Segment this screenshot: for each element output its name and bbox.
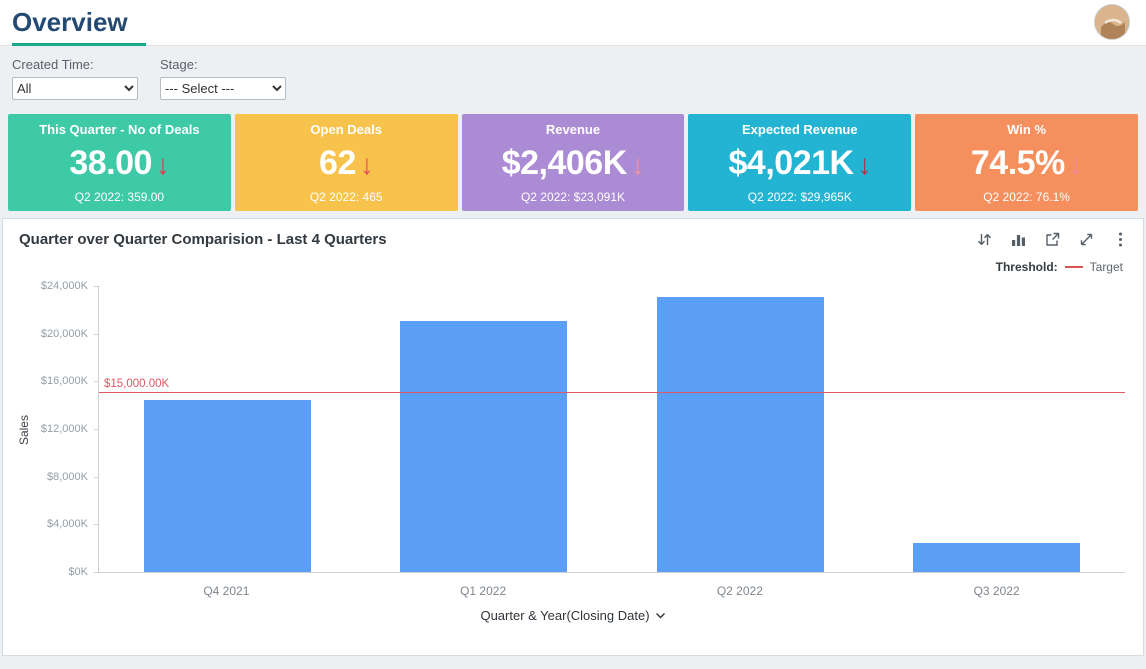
kpi-value: 62 ↓ bbox=[319, 143, 374, 182]
sort-icon[interactable] bbox=[976, 231, 993, 248]
kpi-card-deals[interactable]: This Quarter - No of Deals 38.00 ↓ Q2 202… bbox=[8, 114, 231, 211]
bar-chart: Sales $0K $4,000K $8,000K $12,000K $16,000K $… bbox=[3, 276, 1143, 606]
y-tick-label: $16,000K bbox=[40, 375, 88, 388]
plot-area: $0K $4,000K $8,000K $12,000K $16,000K $20,000… bbox=[41, 280, 1125, 578]
kpi-card-win-percent[interactable]: Win % 74.5% ↓ Q2 2022: 76.1% bbox=[915, 114, 1138, 211]
bar-q3-2022[interactable] bbox=[913, 543, 1081, 572]
chart-toolbar bbox=[976, 231, 1129, 248]
x-axis-label: Q3 2022 bbox=[973, 584, 1020, 598]
x-axis-label: Q1 2022 bbox=[460, 584, 507, 598]
bar-slot bbox=[612, 286, 869, 572]
chart-title: Quarter over Quarter Comparision - Last … bbox=[19, 231, 387, 248]
x-axis-labels: Q4 2021 Q1 2022 Q2 2022 Q3 2022 bbox=[98, 584, 1125, 598]
down-arrow-icon: ↓ bbox=[630, 148, 645, 180]
chevron-down-icon bbox=[655, 613, 665, 619]
down-arrow-icon: ↓ bbox=[155, 148, 170, 180]
down-arrow-icon: ↓ bbox=[857, 148, 872, 180]
stage-label: Stage: bbox=[160, 57, 198, 72]
bar-q1-2022[interactable] bbox=[400, 320, 568, 572]
stage-select[interactable]: --- Select --- bbox=[160, 77, 286, 100]
bar-slot bbox=[99, 286, 356, 572]
bar-q4-2021[interactable] bbox=[143, 400, 311, 572]
chart-type-icon[interactable] bbox=[1010, 231, 1027, 248]
down-arrow-icon: ↓ bbox=[1068, 148, 1083, 180]
bar-q2-2022[interactable] bbox=[656, 296, 824, 572]
more-options-icon[interactable] bbox=[1112, 231, 1129, 248]
created-time-select[interactable]: All bbox=[12, 77, 138, 100]
bar-slot bbox=[869, 286, 1126, 572]
page-title: Overview bbox=[12, 6, 146, 46]
user-avatar[interactable] bbox=[1094, 4, 1130, 40]
legend-threshold-label: Threshold: bbox=[995, 260, 1058, 274]
y-tick-label: $20,000K bbox=[40, 327, 88, 340]
chart-panel: Quarter over Quarter Comparision - Last … bbox=[2, 218, 1144, 656]
kpi-card-revenue[interactable]: Revenue $2,406K ↓ Q2 2022: $23,091K bbox=[461, 114, 685, 211]
legend-target-line-icon bbox=[1064, 266, 1083, 268]
y-tick-label: $8,000K bbox=[47, 470, 88, 483]
threshold-line bbox=[99, 392, 1125, 394]
created-time-filter: Created Time: All bbox=[12, 57, 138, 100]
y-tick-label: $0K bbox=[68, 566, 88, 578]
expand-icon[interactable] bbox=[1078, 231, 1095, 248]
kpi-subtext: Q2 2022: 76.1% bbox=[983, 190, 1070, 204]
kpi-subtext: Q2 2022: 359.00 bbox=[74, 190, 165, 204]
kpi-title: Revenue bbox=[545, 122, 601, 137]
y-tick-label: $24,000K bbox=[40, 280, 88, 292]
down-arrow-icon: ↓ bbox=[359, 148, 374, 180]
bars bbox=[99, 286, 1125, 572]
y-tick-label: $4,000K bbox=[47, 518, 88, 531]
kpi-card-row: This Quarter - No of Deals 38.00 ↓ Q2 202… bbox=[8, 114, 1138, 211]
x-axis-label: Q4 2021 bbox=[203, 584, 250, 598]
x-axis-label: Q2 2022 bbox=[716, 584, 763, 598]
chart-panel-header: Quarter over Quarter Comparision - Last … bbox=[3, 219, 1143, 256]
legend-target-label: Target bbox=[1089, 260, 1123, 274]
threshold-label: $15,000.00K bbox=[104, 378, 170, 391]
y-tick-label: $12,000K bbox=[40, 423, 88, 435]
x-axis-title[interactable]: Quarter & Year(Closing Date) bbox=[3, 606, 1143, 623]
kpi-subtext: Q2 2022: $23,091K bbox=[520, 190, 626, 204]
created-time-label: Created Time: bbox=[12, 57, 94, 72]
kpi-title: Open Deals bbox=[310, 122, 382, 137]
chart-legend: Threshold: Target bbox=[3, 256, 1143, 276]
app-header: Overview bbox=[0, 0, 1146, 46]
filter-bar: Created Time: All Stage: --- Select --- bbox=[0, 46, 1146, 114]
kpi-subtext: Q2 2022: 465 bbox=[309, 190, 383, 204]
kpi-title: This Quarter - No of Deals bbox=[39, 122, 200, 137]
kpi-title: Win % bbox=[1007, 122, 1047, 137]
stage-filter: Stage: --- Select --- bbox=[160, 57, 286, 100]
bar-slot bbox=[356, 286, 613, 572]
kpi-value: $2,406K ↓ bbox=[501, 143, 645, 182]
kpi-subtext: Q2 2022: $29,965K bbox=[747, 190, 852, 204]
kpi-card-open-deals[interactable]: Open Deals 62 ↓ Q2 2022: 465 bbox=[234, 114, 458, 211]
kpi-value: 74.5% ↓ bbox=[970, 143, 1083, 182]
kpi-title: Expected Revenue bbox=[741, 122, 858, 137]
kpi-card-expected-revenue[interactable]: Expected Revenue $4,021K ↓ Q2 2022: $29,9… bbox=[688, 114, 912, 211]
y-axis-title: Sales bbox=[17, 414, 31, 445]
kpi-value: 38.00 ↓ bbox=[69, 143, 170, 182]
open-in-new-icon[interactable] bbox=[1044, 231, 1061, 248]
kpi-value: $4,021K ↓ bbox=[728, 143, 872, 182]
